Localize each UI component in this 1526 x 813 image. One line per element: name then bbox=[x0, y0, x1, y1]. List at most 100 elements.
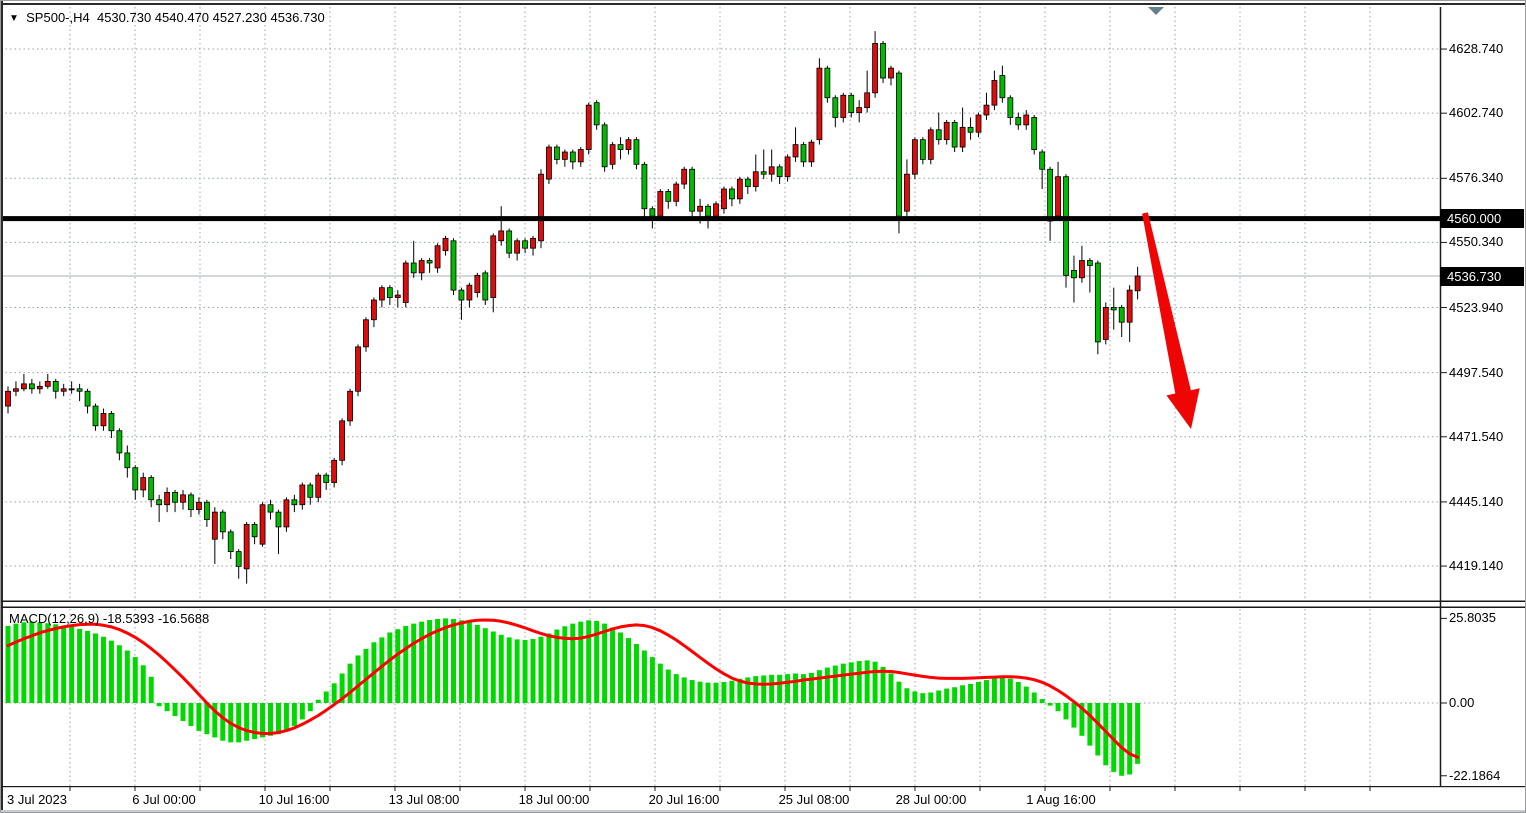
time-axis-label[interactable]: 6 Jul 00:00 bbox=[132, 792, 196, 807]
candle-body bbox=[784, 156, 791, 178]
candle-body bbox=[721, 188, 727, 210]
macd-histogram-bar bbox=[681, 677, 687, 703]
macd-histogram-bar bbox=[275, 703, 281, 735]
candle-body bbox=[609, 144, 616, 165]
macd-histogram-bar bbox=[93, 633, 99, 703]
candle-body bbox=[140, 477, 147, 491]
level-line-4560[interactable] bbox=[1, 216, 1441, 222]
macd-histogram-bar bbox=[856, 661, 862, 703]
collapse-ohlc-icon[interactable]: ▼ bbox=[9, 13, 19, 24]
price-axis-label[interactable]: 4471.540 bbox=[1449, 428, 1504, 444]
candle-body bbox=[60, 388, 67, 392]
time-axis-label[interactable]: 28 Jul 00:00 bbox=[895, 792, 967, 807]
pane-separator[interactable] bbox=[1, 606, 1526, 609]
candle-body bbox=[211, 511, 218, 540]
candle-body bbox=[188, 494, 194, 511]
macd-histogram-bar bbox=[1127, 703, 1133, 775]
candle-body bbox=[116, 430, 123, 454]
candle-body bbox=[148, 477, 155, 501]
price-axis-label[interactable]: 4602.740 bbox=[1449, 105, 1504, 121]
pane-separator[interactable] bbox=[1, 600, 1526, 603]
macd-histogram-bar bbox=[61, 625, 67, 703]
time-axis-label[interactable]: 3 Jul 2023 bbox=[7, 792, 67, 807]
macd-histogram-bar bbox=[705, 682, 711, 703]
time-axis-border[interactable] bbox=[1, 786, 1526, 788]
macd-histogram-bar bbox=[490, 631, 496, 703]
candle-body bbox=[832, 97, 839, 118]
macd-histogram-bar bbox=[530, 639, 536, 703]
price-axis-label[interactable]: 4550.340 bbox=[1449, 234, 1504, 250]
macd-histogram-bar bbox=[618, 632, 624, 703]
price-axis-label[interactable]: 4523.940 bbox=[1449, 299, 1504, 315]
candle-body bbox=[943, 122, 950, 141]
macd-histogram-bar bbox=[212, 703, 218, 738]
candle-body bbox=[824, 67, 831, 99]
macd-histogram-bar bbox=[976, 682, 982, 703]
candle-body bbox=[744, 178, 751, 187]
time-axis-label[interactable]: 20 Jul 16:00 bbox=[648, 792, 720, 807]
macd-histogram-bar bbox=[737, 678, 743, 703]
macd-histogram-bar bbox=[840, 663, 846, 703]
macd-histogram-bar bbox=[283, 703, 289, 731]
candle-body bbox=[426, 260, 433, 264]
macd-histogram-bar bbox=[268, 703, 274, 736]
price-axis-label[interactable]: 4419.140 bbox=[1449, 558, 1504, 574]
down-arrow-annotation[interactable] bbox=[1142, 212, 1200, 429]
time-axis-label[interactable]: 18 Jul 00:00 bbox=[518, 792, 590, 807]
candle-body bbox=[5, 390, 11, 407]
macd-histogram-bar bbox=[403, 625, 409, 703]
macd-histogram-bar bbox=[673, 674, 679, 703]
macd-axis-label[interactable]: 25.8035 bbox=[1449, 610, 1496, 626]
macd-histogram-bar bbox=[920, 693, 926, 703]
macd-histogram-bar bbox=[291, 703, 297, 726]
candle-body bbox=[180, 494, 186, 503]
candle-body bbox=[1102, 306, 1109, 340]
macd-histogram-bar bbox=[411, 623, 417, 703]
price-axis-label[interactable]: 4497.540 bbox=[1449, 364, 1504, 380]
candle-body bbox=[307, 484, 314, 498]
candle-body bbox=[378, 287, 385, 301]
macd-axis-label[interactable]: -22.1864 bbox=[1449, 767, 1501, 783]
macd-histogram-bar bbox=[991, 678, 997, 703]
candle-body bbox=[991, 80, 998, 106]
time-axis-label[interactable]: 10 Jul 16:00 bbox=[258, 792, 330, 807]
macd-histogram-bar bbox=[21, 622, 27, 703]
scroll-position-marker-icon[interactable] bbox=[1148, 7, 1164, 15]
candle-body bbox=[1071, 269, 1077, 279]
window-bottom-edge bbox=[1, 810, 1525, 812]
candle-body bbox=[1007, 97, 1014, 118]
price-axis-label[interactable]: 4445.140 bbox=[1449, 493, 1504, 509]
macd-histogram-bar bbox=[848, 662, 854, 703]
macd-histogram-bar bbox=[180, 703, 186, 722]
time-axis-label[interactable]: 1 Aug 16:00 bbox=[1026, 792, 1096, 807]
candle-body bbox=[665, 191, 672, 202]
macd-histogram-bar bbox=[315, 699, 321, 703]
price-axis-label[interactable]: 4576.340 bbox=[1449, 170, 1504, 186]
macd-histogram-bar bbox=[379, 637, 385, 703]
candle-body bbox=[1079, 260, 1085, 279]
macd-histogram-bar bbox=[904, 688, 910, 703]
candle-body bbox=[28, 383, 35, 390]
candle-body bbox=[633, 139, 640, 165]
macd-histogram-bar bbox=[323, 691, 329, 703]
macd-axis-label[interactable]: 0.00 bbox=[1449, 695, 1475, 710]
candle-body bbox=[299, 484, 306, 506]
macd-histogram-bar bbox=[713, 682, 719, 703]
candle-body bbox=[275, 511, 282, 528]
macd-histogram-bar bbox=[1031, 692, 1037, 703]
macd-histogram-bar bbox=[116, 645, 122, 703]
time-axis-label[interactable]: 13 Jul 08:00 bbox=[388, 792, 460, 807]
macd-histogram-bar bbox=[785, 674, 791, 703]
macd-histogram-bar bbox=[450, 619, 456, 703]
time-axis-label[interactable]: 25 Jul 08:00 bbox=[778, 792, 850, 807]
macd-histogram-bar bbox=[124, 650, 130, 703]
price-axis-label[interactable]: 4628.740 bbox=[1449, 41, 1504, 57]
macd-histogram-bar bbox=[13, 623, 19, 703]
candle-body bbox=[355, 346, 361, 392]
macd-histogram-bar bbox=[729, 680, 735, 703]
candle-body bbox=[959, 126, 966, 148]
macd-histogram-bar bbox=[188, 703, 194, 726]
candle-body bbox=[227, 531, 234, 552]
macd-histogram-bar bbox=[29, 621, 35, 703]
